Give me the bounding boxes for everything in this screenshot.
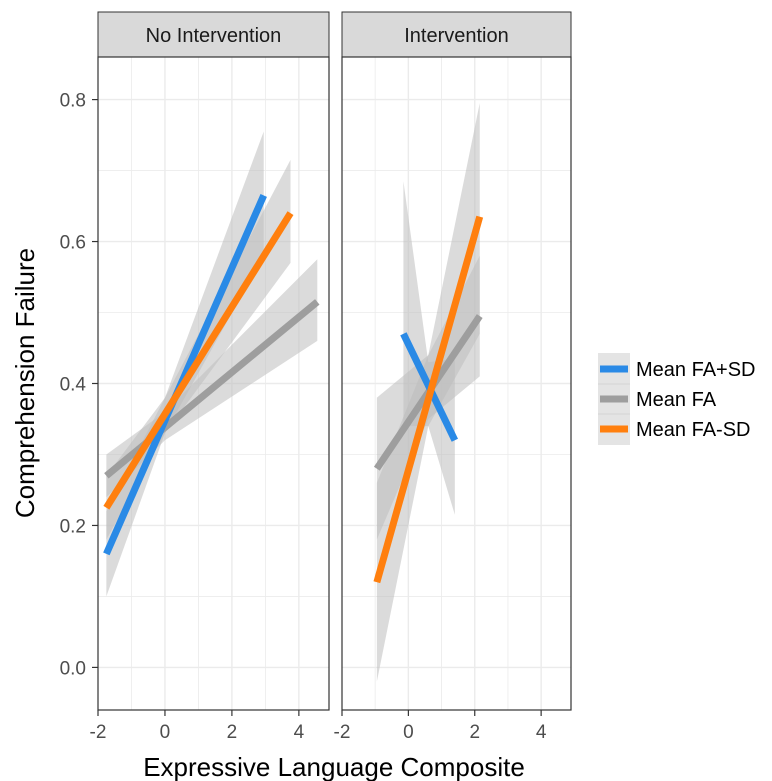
x-tick-label: 4 bbox=[536, 722, 547, 743]
x-tick-label: -2 bbox=[334, 722, 351, 743]
legend-item-mean-fa-sd: Mean FA-SD bbox=[598, 413, 750, 445]
x-tick-label: 0 bbox=[160, 722, 171, 743]
x-tick-label: 2 bbox=[227, 722, 238, 743]
x-tick-label: 0 bbox=[403, 722, 414, 743]
chart-panels: No Intervention Intervention bbox=[97, 11, 572, 711]
x-axis: -2 0 2 4 -2 0 2 4 bbox=[90, 710, 547, 743]
grid-no-intervention bbox=[98, 57, 329, 710]
y-tick-label: 0.4 bbox=[60, 375, 87, 396]
x-tick-label: -2 bbox=[90, 722, 107, 743]
x-tick-label: 4 bbox=[294, 722, 305, 743]
panel-label-intervention: Intervention bbox=[404, 25, 509, 47]
y-tick-label: 0.2 bbox=[60, 516, 86, 537]
legend: Mean FA+SD Mean FA Mean FA-SD bbox=[598, 353, 756, 445]
series-line-mean-fa-sd bbox=[103, 211, 294, 510]
panel-label-no-intervention: No Intervention bbox=[146, 25, 282, 47]
panel-no-intervention: No Intervention bbox=[97, 11, 330, 711]
x-tick-label: 2 bbox=[469, 722, 480, 743]
lines-intervention bbox=[373, 215, 484, 584]
x-axis-title: Expressive Language Composite bbox=[143, 752, 525, 781]
y-tick-label: 0.8 bbox=[60, 91, 86, 112]
panel-strip-no-intervention bbox=[97, 11, 330, 58]
legend-label-mean-fa-sd: Mean FA-SD bbox=[636, 419, 750, 441]
confidence-band-mean-faplus-sd bbox=[403, 181, 455, 515]
series-line-mean-fa-sd bbox=[373, 215, 484, 584]
panel-intervention: Intervention bbox=[341, 11, 572, 711]
legend-label-mean-faplus-sd: Mean FA+SD bbox=[636, 359, 756, 381]
legend-label-mean-fa: Mean FA bbox=[636, 389, 717, 411]
y-tick-label: 0.0 bbox=[60, 658, 86, 679]
y-axis: 0.0 0.2 0.4 0.6 0.8 bbox=[60, 91, 98, 679]
panel-border-intervention bbox=[341, 56, 572, 711]
lines-no-intervention bbox=[103, 194, 320, 556]
y-tick-label: 0.6 bbox=[60, 233, 86, 254]
y-axis-title: Comprehension Failure bbox=[10, 248, 40, 518]
legend-item-mean-faplus-sd: Mean FA+SD bbox=[598, 353, 756, 385]
legend-item-mean-fa: Mean FA bbox=[598, 383, 717, 415]
series-line-mean-faplus-sd bbox=[103, 194, 267, 556]
panel-strip-intervention bbox=[341, 11, 572, 58]
